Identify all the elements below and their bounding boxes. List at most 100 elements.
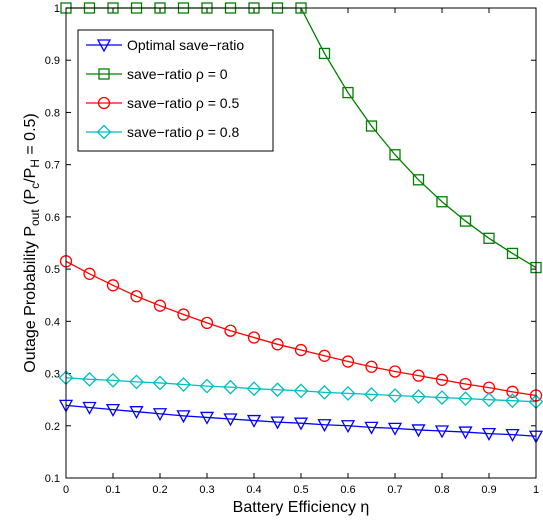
data-point <box>176 410 191 424</box>
data-point <box>271 338 284 351</box>
x-tick-label: 1 <box>533 484 539 496</box>
y-tick-labels: 0.1 0.2 0.3 0.4 0.5 0.6 0.7 0.8 0.9 1 <box>45 3 60 485</box>
legend-label: save−ratio ρ = 0.5 <box>127 95 239 111</box>
legend-marker <box>97 96 111 110</box>
data-point <box>434 390 450 405</box>
data-point <box>365 360 378 373</box>
data-point <box>105 403 121 417</box>
series-0 <box>58 399 543 444</box>
data-point <box>388 365 402 378</box>
x-tick-label: 0.5 <box>293 484 308 496</box>
data-point <box>83 267 96 280</box>
data-point <box>199 411 215 425</box>
data-point <box>293 383 309 399</box>
x-tick-label: 0.1 <box>105 484 120 496</box>
data-point <box>412 369 425 382</box>
legend-item: save−ratio ρ = 0.8 <box>86 124 239 140</box>
y-tick-label: 0.8 <box>45 107 60 119</box>
legend-label: Optimal save−ratio <box>127 37 244 53</box>
series-lines <box>58 2 543 444</box>
y-tick-label: 0.5 <box>45 264 60 276</box>
data-point <box>293 417 309 431</box>
x-tick-label: 0.2 <box>152 484 167 496</box>
data-point <box>364 421 379 435</box>
data-point <box>412 174 425 186</box>
data-point <box>458 391 473 407</box>
data-point <box>435 373 449 386</box>
data-point <box>387 422 403 436</box>
data-point <box>434 425 450 439</box>
legend-box <box>77 29 274 152</box>
data-point <box>177 308 190 321</box>
data-point <box>294 343 308 357</box>
data-point <box>318 349 331 362</box>
data-point <box>436 196 448 208</box>
legend-item: save−ratio ρ = 0 <box>86 66 228 82</box>
y-tick-label: 0.3 <box>45 369 60 381</box>
data-point <box>106 279 120 292</box>
data-point <box>247 331 261 344</box>
data-point <box>459 215 472 227</box>
data-point <box>129 406 144 420</box>
y-tick-label: 0.6 <box>45 212 60 224</box>
data-point <box>317 384 332 400</box>
x-axis-label: Battery Efficiency η <box>233 499 370 516</box>
x-tick-labels: 0 0.1 0.2 0.3 0.4 0.5 0.6 0.7 0.8 0.9 1 <box>63 484 539 496</box>
data-point <box>130 290 143 303</box>
data-point <box>152 375 168 391</box>
plot-frame <box>65 7 537 479</box>
y-tick-label: 0.1 <box>45 473 60 485</box>
data-point <box>129 374 144 390</box>
legend-label: save−ratio ρ = 0 <box>127 66 228 82</box>
x-tick-label: 0.9 <box>481 484 496 496</box>
data-point <box>223 379 238 395</box>
data-point <box>152 408 168 422</box>
data-point <box>364 387 379 402</box>
x-tick-label: 0.4 <box>246 484 261 496</box>
data-point <box>387 388 403 403</box>
legend: Optimal save−ratio save−ratio ρ = 0 save−r… <box>77 29 274 152</box>
data-point <box>459 377 472 391</box>
data-point <box>223 413 238 427</box>
series-line <box>65 260 537 397</box>
legend-marker <box>96 39 112 53</box>
y-tick-label: 0.9 <box>45 55 60 67</box>
data-point <box>483 232 495 244</box>
x-tick-label: 0.7 <box>387 484 402 496</box>
data-point <box>176 377 191 392</box>
y-axis-label: Outage Probability Pout (Pc/PH = 0.5) <box>22 113 42 373</box>
data-point <box>318 47 331 60</box>
data-point <box>224 324 237 337</box>
data-point <box>506 247 519 260</box>
data-point <box>411 424 426 438</box>
y-tick-label: 0.7 <box>45 160 60 172</box>
series-line <box>65 377 537 403</box>
data-point <box>82 401 97 415</box>
data-point <box>506 385 519 398</box>
x-tick-label: 0.6 <box>340 484 355 496</box>
x-tick-label: 0 <box>63 484 69 496</box>
data-point <box>340 420 356 434</box>
data-point <box>153 299 167 312</box>
data-point <box>246 414 262 428</box>
series-2 <box>59 255 543 402</box>
data-point <box>458 426 473 440</box>
data-point <box>505 393 520 409</box>
data-point <box>481 427 497 441</box>
data-point <box>342 86 354 99</box>
data-point <box>505 429 520 443</box>
y-tick-label: 1 <box>54 3 60 15</box>
data-point <box>340 385 356 401</box>
legend-label: save−ratio ρ = 0.8 <box>127 124 239 140</box>
legend-item: save−ratio ρ = 0.5 <box>86 95 239 111</box>
data-point <box>411 389 426 404</box>
series-3 <box>58 370 543 410</box>
data-point <box>105 372 121 388</box>
data-point <box>481 392 497 408</box>
x-tick-label: 0.8 <box>434 484 449 496</box>
x-tick-label: 0.3 <box>199 484 214 496</box>
data-point <box>270 416 285 430</box>
data-point <box>365 120 378 132</box>
legend-marker <box>98 68 110 80</box>
